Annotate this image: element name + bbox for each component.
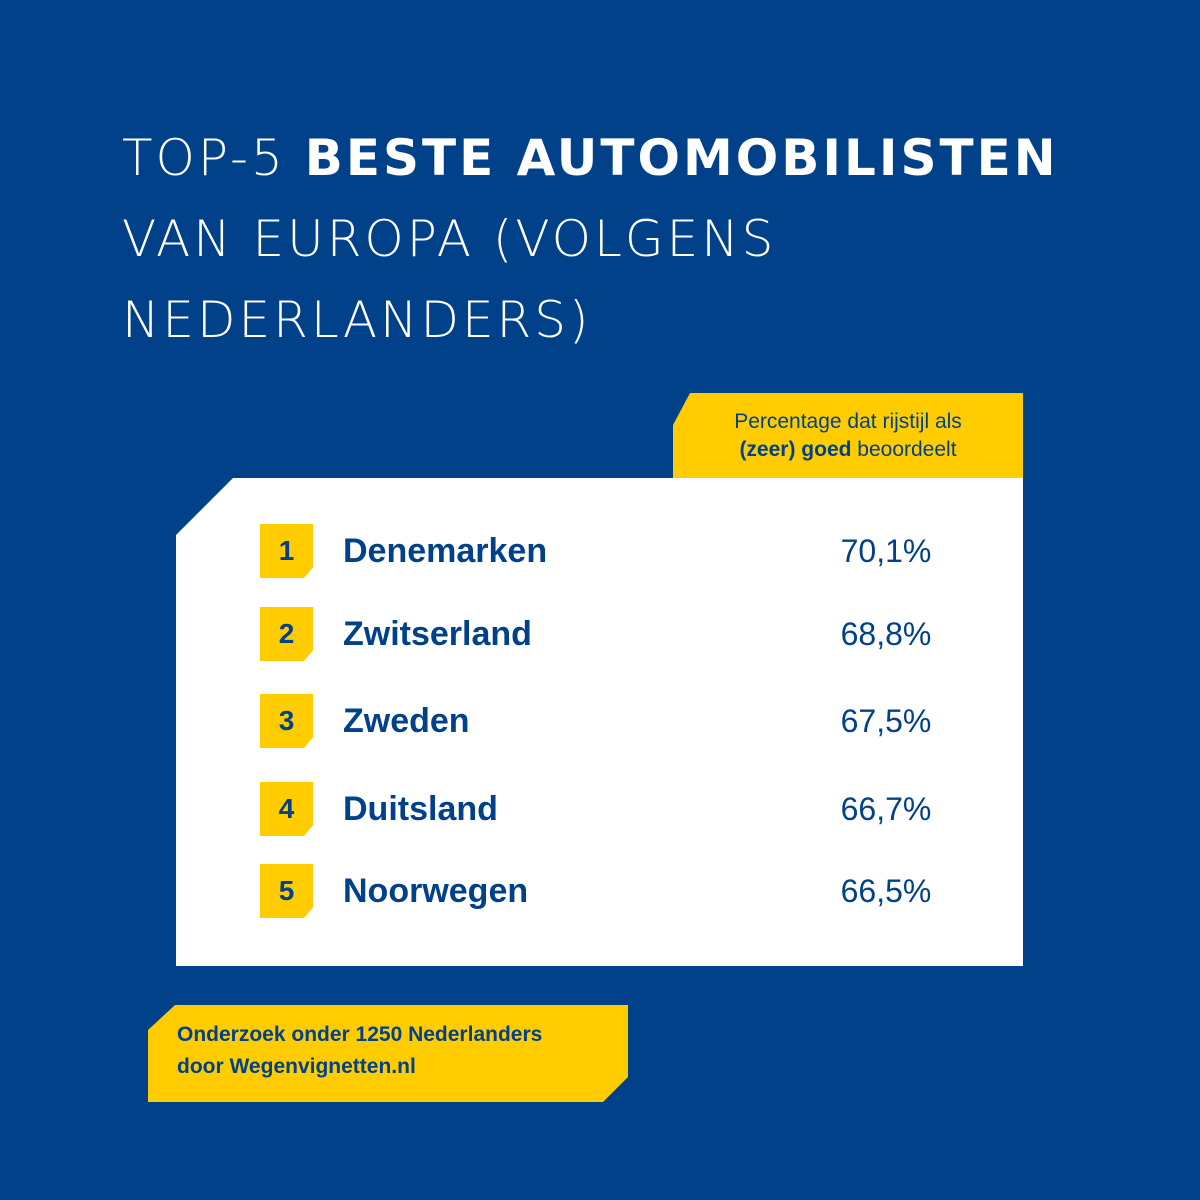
ranking-row: 4 Duitsland 66,7% bbox=[176, 782, 1023, 836]
rank-badge: 3 bbox=[260, 694, 313, 748]
page-title: TOP-5 BESTE AUTOMOBILISTEN VAN EUROPA (V… bbox=[122, 118, 1059, 361]
rank-badge: 2 bbox=[260, 607, 313, 661]
percentage-value: 70,1% bbox=[840, 533, 932, 569]
rank-badge: 5 bbox=[260, 864, 313, 918]
source-line-1: Onderzoek onder 1250 Nederlanders bbox=[177, 1023, 543, 1046]
percentage-value: 66,7% bbox=[840, 791, 932, 827]
column-label: Percentage dat rijstijl als (zeer) goed … bbox=[673, 393, 1023, 479]
percentage-value: 66,5% bbox=[840, 873, 932, 909]
ranking-card: 1 Denemarken 70,1% 2 Zwitserland 68,8% 3… bbox=[176, 478, 1023, 966]
column-label-rest: beoordeelt bbox=[851, 438, 957, 461]
country-name: Noorwegen bbox=[343, 872, 529, 910]
rank-badge: 1 bbox=[260, 524, 313, 578]
ranking-row: 5 Noorwegen 66,5% bbox=[176, 864, 1023, 918]
column-label-bold: (zeer) goed bbox=[739, 438, 852, 461]
country-name: Denemarken bbox=[343, 532, 548, 570]
title-light: TOP-5 bbox=[122, 129, 305, 187]
percentage-value: 67,5% bbox=[840, 703, 932, 739]
ranking-row: 1 Denemarken 70,1% bbox=[176, 524, 1023, 578]
source-line-2: door Wegenvignetten.nl bbox=[177, 1055, 416, 1078]
ranking-row: 2 Zwitserland 68,8% bbox=[176, 607, 1023, 661]
title-line-1: TOP-5 BESTE AUTOMOBILISTEN bbox=[122, 118, 1059, 199]
title-line-2: VAN EUROPA (VOLGENS bbox=[122, 210, 777, 268]
column-label-line-2: (zeer) goed beoordeelt bbox=[739, 436, 956, 464]
country-name: Duitsland bbox=[343, 790, 498, 828]
title-line-3: NEDERLANDERS) bbox=[122, 291, 592, 349]
column-label-line-1: Percentage dat rijstijl als bbox=[734, 410, 962, 433]
country-name: Zweden bbox=[343, 702, 470, 740]
source-note: Onderzoek onder 1250 Nederlanders door W… bbox=[148, 1005, 628, 1102]
title-bold: BESTE AUTOMOBILISTEN bbox=[304, 129, 1059, 187]
percentage-value: 68,8% bbox=[840, 616, 932, 652]
rank-badge: 4 bbox=[260, 782, 313, 836]
ranking-row: 3 Zweden 67,5% bbox=[176, 694, 1023, 748]
country-name: Zwitserland bbox=[343, 615, 532, 653]
